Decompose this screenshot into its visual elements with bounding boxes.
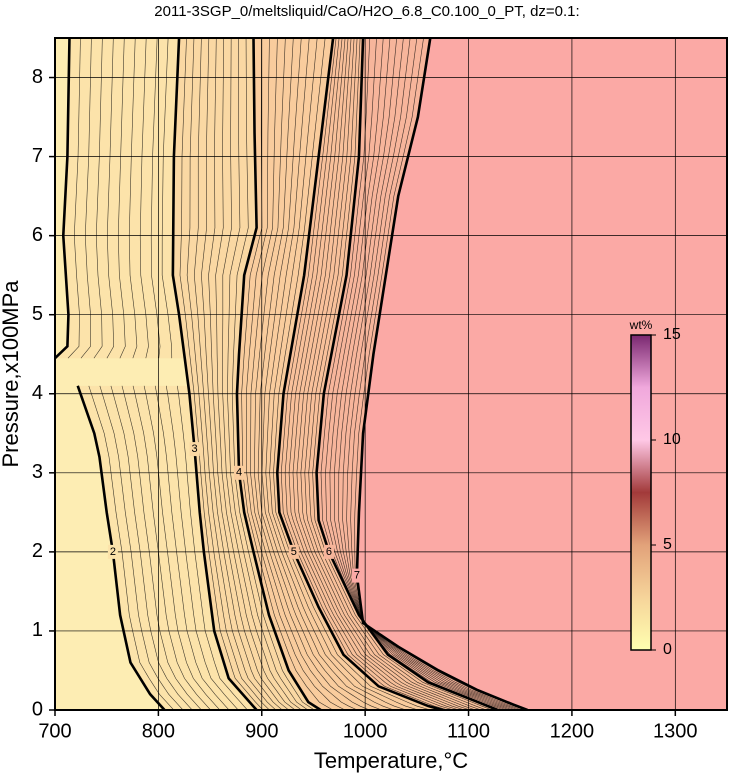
x-tick-label: 1200	[550, 720, 595, 742]
colorbar-tick-label: 15	[663, 326, 681, 343]
y-tick-label: 4	[32, 382, 43, 404]
contour-line	[355, 38, 528, 710]
contour-label: 4	[236, 467, 242, 479]
x-tick-label: 800	[142, 720, 175, 742]
colorbar-tick-label: 10	[663, 431, 681, 448]
contour-line	[315, 38, 498, 710]
minor-contour	[312, 38, 493, 710]
minor-contour	[128, 38, 221, 710]
minor-contour	[150, 38, 239, 710]
colorbar-label: wt%	[629, 318, 653, 332]
overlay: 700 800 900 1000 1100 1200 1300 0 1 2 3 4 5 6 7 8 wt% 0 5 1…	[32, 37, 728, 742]
contour-label: 5	[291, 546, 297, 558]
minor-contour	[342, 38, 516, 710]
minor-contour	[269, 38, 419, 710]
colorbar-tick-label: 0	[663, 641, 672, 658]
contour-label-bg	[107, 544, 118, 559]
y-tick-label: 1	[32, 619, 43, 641]
contour-label: 7	[354, 570, 360, 582]
plot-frame	[54, 37, 728, 711]
contour-label: 3	[192, 443, 198, 455]
minor-contour	[329, 38, 507, 710]
minor-contour	[241, 38, 334, 710]
colorbar	[630, 334, 652, 651]
minor-contour	[227, 38, 309, 710]
minor-contour	[201, 38, 283, 710]
contour-label-bg	[288, 544, 299, 559]
minor-contour	[208, 38, 289, 710]
minor-contour	[265, 38, 407, 710]
x-tick-label: 1000	[343, 720, 388, 742]
minor-contour	[292, 38, 465, 710]
contour-label: 2	[110, 546, 116, 558]
y-tick-label: 2	[32, 540, 43, 562]
minor-contour	[254, 38, 370, 710]
y-tick-label: 8	[32, 66, 43, 88]
minor-contour	[296, 38, 471, 710]
y-tick-label: 7	[32, 145, 43, 167]
y-tick-label: 3	[32, 461, 43, 483]
contour-label-bg	[351, 568, 362, 583]
contour-label-bg	[189, 442, 200, 457]
minor-contour	[284, 38, 454, 710]
chart-title: 2011-3SGP_0/meltsliquid/CaO/H2O_6.8_C0.1…	[154, 3, 579, 20]
y-axis-title: Pressure,x100MPa	[0, 280, 23, 468]
x-tick-label: 700	[38, 720, 71, 742]
colorbar-tick-label: 5	[663, 536, 672, 553]
y-tick-label: 6	[32, 224, 43, 246]
minor-contour	[250, 38, 358, 710]
minor-contour	[186, 38, 270, 710]
minor-contour	[67, 38, 175, 710]
minor-contour	[300, 38, 476, 710]
minor-contour	[93, 38, 193, 710]
plot-area: 2 3 4 5 6 7	[55, 38, 727, 710]
minor-contour	[304, 38, 482, 710]
minor-contour	[334, 38, 510, 710]
minor-contour	[139, 38, 230, 710]
minor-contour	[106, 38, 202, 710]
contour-label-bg	[323, 544, 334, 559]
minor-contour	[117, 38, 211, 710]
y-tick-label: 0	[32, 698, 43, 720]
minor-contour	[308, 38, 487, 710]
minor-contour	[261, 38, 394, 710]
minor-contour	[350, 38, 522, 710]
minor-contour	[288, 38, 460, 710]
minor-contour	[222, 38, 302, 710]
minor-contour	[280, 38, 449, 710]
minor-contour	[273, 38, 431, 710]
contour-label-bg	[234, 465, 245, 480]
minor-contour	[179, 38, 264, 710]
minor-contour	[257, 38, 382, 710]
minor-contour	[346, 38, 519, 710]
minor-contour	[231, 38, 315, 710]
minor-contour	[338, 38, 513, 710]
minor-contour	[80, 38, 184, 710]
x-tick-label: 900	[245, 720, 278, 742]
contour-line	[275, 38, 444, 710]
contour-label: 6	[326, 546, 332, 558]
x-tick-label: 1300	[653, 720, 698, 742]
minor-contour	[193, 38, 277, 710]
minor-contour	[245, 38, 346, 710]
y-tick-label: 5	[32, 303, 43, 325]
x-axis-title: Temperature,°C	[314, 748, 468, 773]
minor-contour	[161, 38, 248, 710]
minor-contour	[215, 38, 296, 710]
minor-contour	[325, 38, 504, 710]
x-tick-label: 1100	[447, 720, 490, 742]
